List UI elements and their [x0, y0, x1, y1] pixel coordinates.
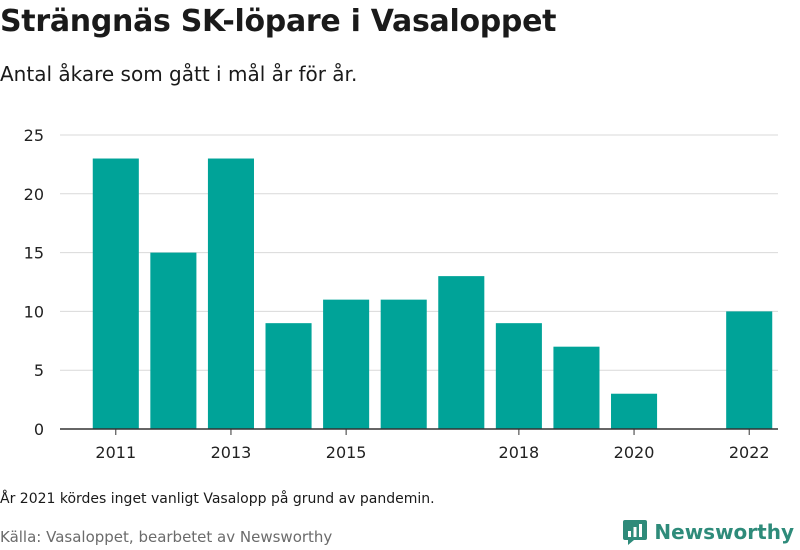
bars — [92, 158, 773, 429]
bar-2012 — [150, 252, 197, 429]
y-tick-label: 20 — [24, 185, 44, 204]
bar-2014 — [265, 323, 312, 429]
newsworthy-logo-icon — [623, 520, 648, 545]
brand-name: Newsworthy — [654, 520, 794, 544]
y-tick-label: 10 — [24, 302, 44, 321]
chart-title: Strängnäs SK-löpare i Vasaloppet — [0, 4, 557, 39]
chart-subtitle: Antal åkare som gått i mål år för år. — [0, 62, 358, 86]
source-credit: Källa: Vasaloppet, bearbetet av Newswort… — [0, 528, 333, 546]
bar-2018 — [495, 323, 542, 429]
x-tick-label: 2011 — [95, 443, 136, 462]
y-tick-label: 15 — [24, 244, 44, 263]
bar-2019 — [553, 346, 600, 429]
x-tick-label: 2018 — [499, 443, 540, 462]
bar-2015 — [323, 299, 370, 429]
x-tick-label: 2022 — [729, 443, 770, 462]
bar-chart: 0 5 10 15 20 25 2011 2013 2015 2018 2020 2022 — [24, 126, 778, 462]
y-tick-label: 5 — [34, 361, 44, 380]
bar-2020 — [611, 393, 658, 429]
x-tick-label: 2013 — [211, 443, 252, 462]
x-tick-label: 2015 — [326, 443, 367, 462]
brand: Newsworthy — [622, 518, 794, 546]
bar-2022 — [726, 311, 773, 429]
bar-2011 — [92, 158, 139, 429]
axes: 0 5 10 15 20 25 2011 2013 2015 2018 2020 2022 — [24, 126, 778, 462]
x-tick-label: 2020 — [614, 443, 655, 462]
chart-footnote: År 2021 kördes inget vanligt Vasalopp på… — [0, 491, 435, 507]
bar-2013 — [207, 158, 254, 429]
y-tick-label: 25 — [24, 126, 44, 145]
bar-2017 — [438, 276, 485, 429]
y-tick-label: 0 — [34, 420, 44, 439]
bar-2016 — [380, 299, 427, 429]
